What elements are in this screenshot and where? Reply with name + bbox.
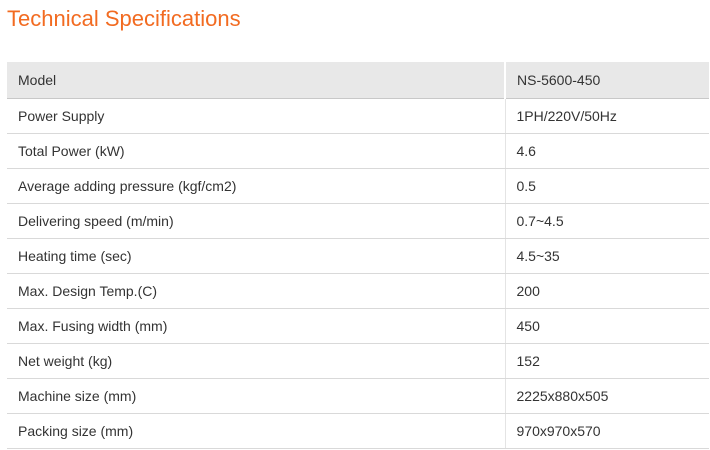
spec-value: 2225x880x505: [504, 378, 709, 414]
spec-label: Net weight (kg): [7, 343, 505, 379]
table-row: Net weight (kg) 152: [7, 343, 709, 379]
table-row: Packing size (mm) 970x970x570: [7, 413, 709, 449]
spec-value: 4.5~35: [504, 238, 709, 274]
spec-value: 1PH/220V/50Hz: [504, 98, 709, 134]
spec-value: 450: [504, 308, 709, 344]
spec-value: 0.5: [504, 168, 709, 204]
table-row: Machine size (mm) 2225x880x505: [7, 378, 709, 414]
table-row: Delivering speed (m/min) 0.7~4.5: [7, 203, 709, 239]
spec-value: 4.6: [504, 133, 709, 169]
spec-label: Delivering speed (m/min): [7, 203, 505, 239]
spec-table: Model NS-5600-450 Power Supply 1PH/220V/…: [7, 62, 709, 449]
spec-label: Heating time (sec): [7, 238, 505, 274]
header-value: NS-5600-450: [504, 62, 709, 99]
spec-label: Machine size (mm): [7, 378, 505, 414]
table-row: Heating time (sec) 4.5~35: [7, 238, 709, 274]
spec-value: 970x970x570: [504, 413, 709, 449]
table-row: Max. Design Temp.(C) 200: [7, 273, 709, 309]
page-title: Technical Specifications: [7, 6, 241, 31]
table-row: Max. Fusing width (mm) 450: [7, 308, 709, 344]
table-row: Power Supply 1PH/220V/50Hz: [7, 98, 709, 134]
spec-label: Power Supply: [7, 98, 505, 134]
spec-label: Max. Design Temp.(C): [7, 273, 505, 309]
spec-value: 152: [504, 343, 709, 379]
spec-value: 200: [504, 273, 709, 309]
table-row: Average adding pressure (kgf/cm2) 0.5: [7, 168, 709, 204]
table-row: Total Power (kW) 4.6: [7, 133, 709, 169]
header-label: Model: [7, 62, 505, 99]
spec-label: Average adding pressure (kgf/cm2): [7, 168, 505, 204]
spec-label: Packing size (mm): [7, 413, 505, 449]
table-header-row: Model NS-5600-450: [7, 62, 709, 99]
spec-value: 0.7~4.5: [504, 203, 709, 239]
spec-label: Total Power (kW): [7, 133, 505, 169]
spec-label: Max. Fusing width (mm): [7, 308, 505, 344]
